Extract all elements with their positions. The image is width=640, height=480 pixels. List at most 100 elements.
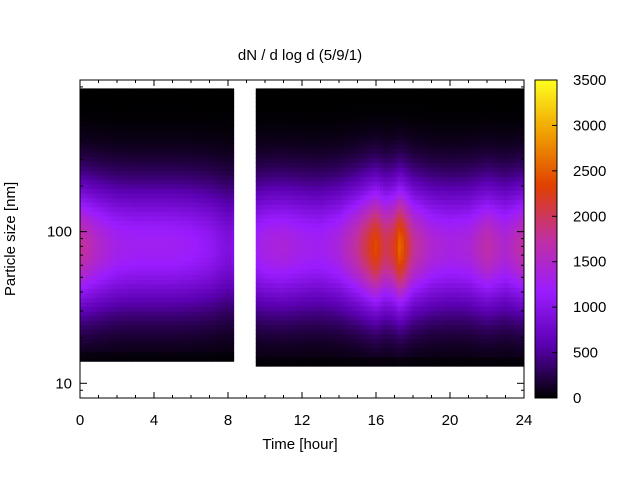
heatmap-cell	[186, 324, 191, 330]
heatmap-cell	[288, 180, 292, 187]
heatmap-cell	[171, 283, 176, 290]
heatmap-cell	[88, 279, 93, 285]
heatmap-cell	[255, 217, 260, 224]
heatmap-cell	[270, 273, 275, 279]
heatmap-cell	[204, 292, 208, 299]
heatmap-cell	[174, 283, 179, 290]
heatmap-cell	[174, 206, 179, 212]
heatmap-cell	[291, 88, 295, 94]
heatmap-cell	[91, 106, 96, 112]
heatmap-cell	[192, 129, 197, 135]
heatmap-cell	[88, 161, 93, 167]
heatmap-cell	[100, 115, 105, 121]
heatmap-cell	[180, 261, 185, 267]
heatmap-cell	[285, 259, 289, 265]
heatmap-cell	[267, 236, 272, 242]
heatmap-cell	[133, 247, 137, 253]
heatmap-cell	[261, 333, 266, 339]
heatmap-cell	[115, 106, 120, 112]
heatmap-cell	[338, 213, 343, 219]
heatmap-cell	[230, 129, 235, 135]
heatmap-cell	[168, 302, 173, 308]
heatmap-cell	[142, 138, 146, 144]
heatmap-cell	[303, 315, 307, 321]
heatmap-cell	[213, 179, 217, 185]
heatmap-cell	[314, 292, 319, 298]
heatmap-cell	[288, 329, 292, 335]
heatmap-cell	[115, 215, 120, 221]
heatmap-cell	[338, 130, 343, 136]
heatmap-cell	[168, 261, 173, 267]
heatmap-cell	[276, 315, 281, 321]
heatmap-cell	[335, 162, 340, 168]
heatmap-cell	[273, 88, 278, 94]
heatmap-cell	[133, 115, 137, 121]
heatmap-cell	[255, 324, 260, 330]
heatmap-cell	[192, 111, 197, 117]
heatmap-cell	[162, 224, 167, 230]
heatmap-cell	[317, 264, 322, 270]
heatmap-cell	[306, 324, 310, 330]
heatmap-cell	[300, 278, 304, 284]
heatmap-cell	[270, 296, 275, 302]
heatmap-cell	[103, 133, 108, 140]
heatmap-cell	[133, 302, 137, 308]
heatmap-cell	[329, 301, 334, 307]
heatmap-cell	[88, 192, 93, 199]
heatmap-cell	[118, 202, 123, 208]
heatmap-cell	[258, 296, 263, 302]
heatmap-cell	[344, 241, 349, 247]
heatmap-cell	[168, 256, 173, 262]
heatmap-cell	[207, 256, 211, 262]
heatmap-cell	[225, 211, 229, 217]
heatmap-cell	[300, 93, 304, 99]
heatmap-cell	[80, 342, 84, 349]
heatmap-cell	[133, 97, 137, 103]
heatmap-cell	[335, 292, 340, 298]
heatmap-cell	[225, 188, 229, 194]
heatmap-cell	[255, 162, 260, 168]
heatmap-cell	[80, 92, 84, 99]
heatmap-cell	[300, 204, 304, 210]
heatmap-cell	[311, 282, 316, 288]
heatmap-cell	[213, 206, 217, 212]
heatmap-cell	[285, 130, 289, 136]
heatmap-cell	[162, 292, 167, 299]
heatmap-cell	[148, 315, 152, 321]
heatmap-cell	[306, 213, 310, 219]
heatmap-cell	[195, 302, 199, 308]
heatmap-cell	[82, 206, 87, 212]
heatmap-cell	[88, 174, 93, 180]
heatmap-cell	[186, 129, 191, 135]
heatmap-cell	[207, 252, 211, 258]
heatmap-cell	[100, 320, 105, 326]
heatmap-cell	[225, 206, 229, 212]
heatmap-cell	[139, 356, 143, 362]
heatmap-cell	[320, 204, 325, 210]
heatmap-cell	[127, 211, 131, 217]
heatmap-cell	[294, 241, 298, 247]
heatmap-cell	[317, 296, 322, 302]
heatmap-cell	[180, 306, 185, 312]
heatmap-cell	[294, 143, 298, 150]
heatmap-cell	[142, 229, 146, 235]
heatmap-cell	[219, 220, 223, 226]
heatmap-cell	[282, 204, 286, 210]
heatmap-cell	[180, 356, 185, 362]
heatmap-cell	[204, 315, 208, 321]
heatmap-cell	[332, 222, 337, 228]
heatmap-cell	[288, 268, 292, 275]
heatmap-cell	[162, 197, 167, 203]
heatmap-cell	[273, 282, 278, 288]
heatmap-cell	[189, 329, 194, 335]
heatmap-cell	[264, 292, 269, 298]
heatmap-cell	[335, 310, 340, 316]
heatmap-cell	[204, 188, 208, 194]
heatmap-cell	[291, 190, 295, 196]
heatmap-cell	[145, 174, 149, 180]
heatmap-cell	[195, 147, 199, 153]
heatmap-cell	[189, 206, 194, 212]
heatmap-cell	[219, 161, 223, 167]
heatmap-cell	[291, 231, 295, 238]
heatmap-cell	[189, 111, 194, 117]
